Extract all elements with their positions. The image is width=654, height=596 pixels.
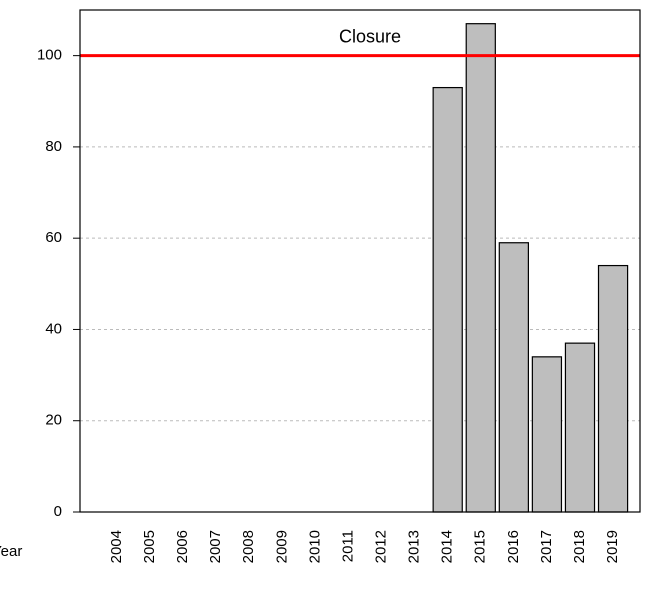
x-tick-label: 2017 bbox=[538, 530, 555, 563]
y-tick-label: 60 bbox=[45, 229, 62, 246]
x-tick-label: 2015 bbox=[472, 530, 489, 563]
bar bbox=[564, 342, 596, 513]
x-tick-label: 2012 bbox=[373, 530, 390, 563]
x-axis-label: Year bbox=[0, 543, 22, 560]
x-tick-label: 2014 bbox=[439, 530, 456, 563]
bar bbox=[465, 23, 496, 513]
x-tick-label: 2019 bbox=[604, 530, 621, 563]
y-tick-label: 0 bbox=[54, 503, 62, 520]
x-tick-label: 2011 bbox=[339, 530, 356, 562]
x-tick-label: 2013 bbox=[406, 530, 423, 563]
x-tick-label: 2008 bbox=[240, 530, 257, 563]
bar bbox=[498, 242, 529, 513]
y-tick-label: 80 bbox=[45, 138, 62, 155]
x-tick-label: 2018 bbox=[571, 530, 588, 563]
x-tick-label: 2010 bbox=[306, 530, 323, 563]
x-tick-label: 2004 bbox=[108, 530, 125, 563]
bar bbox=[531, 356, 563, 513]
x-tick-label: 2007 bbox=[207, 530, 224, 563]
bar bbox=[597, 264, 629, 513]
plot-frame bbox=[79, 9, 641, 513]
y-tick-label: 20 bbox=[45, 412, 62, 429]
reference-label: Closure bbox=[339, 26, 401, 46]
y-tick-label: 100 bbox=[37, 47, 62, 64]
x-tick-label: 2009 bbox=[273, 530, 290, 563]
x-tick-label: 2005 bbox=[141, 530, 158, 563]
y-tick-label: 40 bbox=[45, 320, 62, 337]
bar bbox=[432, 86, 463, 513]
x-tick-label: 2006 bbox=[174, 530, 191, 563]
x-tick-label: 2016 bbox=[505, 530, 522, 563]
